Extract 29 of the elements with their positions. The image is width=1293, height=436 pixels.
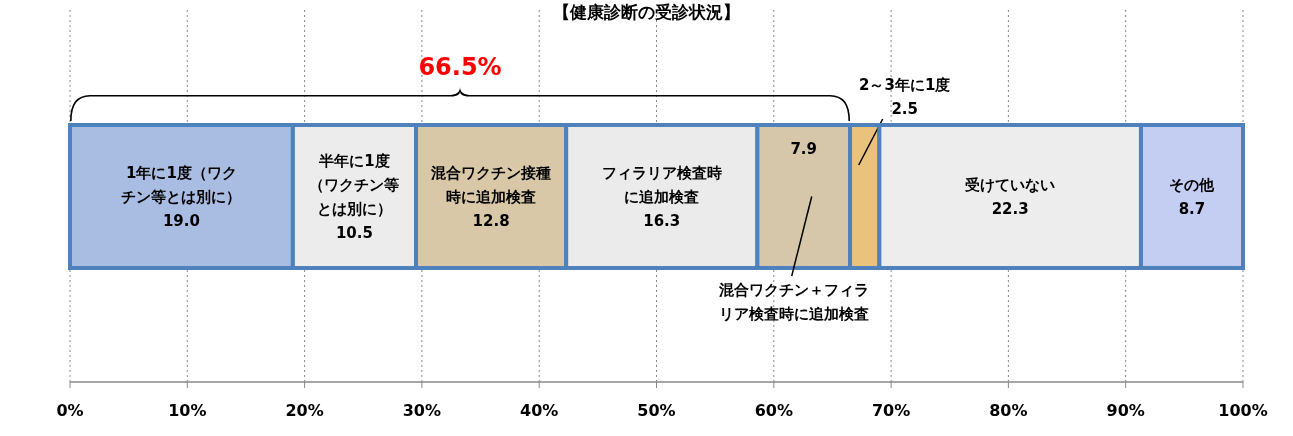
x-tick-label: 10% xyxy=(167,400,208,422)
chart-title: 【健康診断の受診状況】 xyxy=(552,1,741,24)
x-tick-label: 50% xyxy=(636,400,677,422)
x-tick-label: 80% xyxy=(988,400,1029,422)
annotation: 66.5% xyxy=(417,52,503,82)
x-tick-label: 70% xyxy=(870,400,912,422)
text: 2～3年に1度 xyxy=(858,75,952,96)
data-label: 10.5 xyxy=(334,222,374,244)
series-label: 半年に1度（ワクチン等とは別に） xyxy=(308,150,401,220)
series-label: 1年に1度（ワクチン等とは別に） xyxy=(120,162,243,208)
x-tick-label: 90% xyxy=(1105,400,1146,422)
data-label: 8.7 xyxy=(1177,198,1207,220)
series-label: その他 xyxy=(1168,174,1216,196)
series-label: フィラリア検査時に追加検査 xyxy=(600,162,723,208)
series-label: 受けていない xyxy=(964,174,1057,196)
data-label: 22.3 xyxy=(990,198,1030,220)
x-tick-label: 0% xyxy=(55,400,85,422)
x-tick-label: 30% xyxy=(401,400,443,422)
series-label: 混合ワクチン接種時に追加検査 xyxy=(430,162,553,208)
data-label: 12.8 xyxy=(471,210,511,232)
x-tick-label: 40% xyxy=(519,400,560,422)
x-tick-label: 100% xyxy=(1217,400,1269,422)
series-label: 混合ワクチン＋フィラリア検査時に追加検査 xyxy=(718,280,869,325)
data-label: 2.5 xyxy=(890,99,919,120)
data-label: 7.9 xyxy=(789,139,818,160)
data-label: 16.3 xyxy=(642,210,682,232)
x-tick-label: 20% xyxy=(284,400,325,422)
x-tick-label: 60% xyxy=(753,400,794,422)
data-label: 19.0 xyxy=(161,210,201,232)
